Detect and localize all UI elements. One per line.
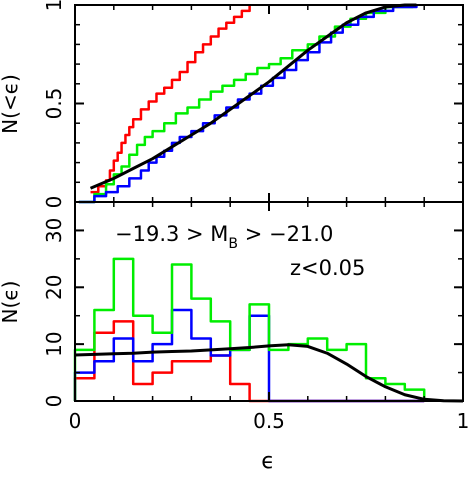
- bottom-x-tick-label: 0.5: [253, 409, 285, 433]
- annotation-magnitude-prefix: −19.3 > M: [115, 222, 228, 246]
- top-y-axis-label: N(<ϵ): [0, 74, 22, 134]
- bottom-x-tick-label: 1: [457, 409, 470, 433]
- top-y-tick-label: 0: [42, 196, 66, 209]
- bottom-series-line-3: [74, 343, 464, 403]
- top-panel-series: [78, 3, 418, 204]
- annotation-magnitude-range: −19.3 > MB > −21.0: [115, 222, 333, 252]
- top-y-tick-label: 0.5: [42, 88, 66, 120]
- top-series-line-2: [78, 5, 418, 204]
- top-series-line-1: [78, 5, 414, 204]
- top-series-line-0: [90, 5, 251, 194]
- bottom-y-tick-label: 30: [42, 218, 66, 243]
- top-y-tick-label: 1: [42, 0, 66, 11]
- top-series-line-3: [89, 3, 417, 190]
- annotation-magnitude-subscript: B: [228, 236, 238, 252]
- bottom-y-tick-label: 10: [42, 331, 66, 356]
- bottom-series-line-2: [73, 257, 426, 401]
- bottom-y-tick-label: 20: [42, 275, 66, 300]
- top-panel: 00.51 N(<ϵ): [0, 0, 464, 209]
- bottom-x-tick-label: 0: [69, 409, 82, 433]
- x-axis-label: ϵ: [261, 449, 275, 474]
- top-panel-frame: [74, 4, 464, 203]
- annotation-redshift: z<0.05: [290, 256, 365, 280]
- top-panel-ticks: 00.51: [42, 0, 464, 209]
- bottom-panel-series: [73, 257, 464, 403]
- bottom-y-tick-label: 0: [42, 395, 66, 408]
- annotation-magnitude-suffix: > −21.0: [238, 222, 333, 246]
- bottom-y-axis-label: N(ϵ): [0, 281, 22, 324]
